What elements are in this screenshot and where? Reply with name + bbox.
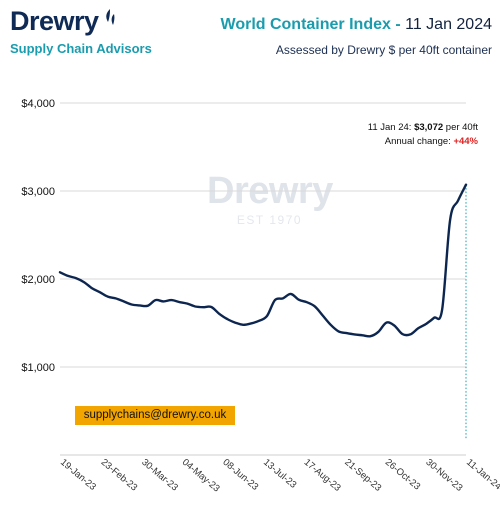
y-tick-label: $3,000 (21, 186, 55, 198)
x-tick-label: 13-Jul-23 (261, 457, 298, 491)
y-tick-label: $1,000 (21, 362, 55, 374)
chart-title: World Container Index - 11 Jan 2024 (221, 16, 493, 34)
annotation-date: 11 Jan 24: (367, 122, 415, 133)
y-tick-label: $4,000 (21, 98, 55, 110)
title-bold: World Container Index - (220, 16, 401, 33)
chart-subtitle: Assessed by Drewry $ per 40ft container (275, 43, 492, 57)
logo-text: Drewry (10, 6, 99, 36)
contact-email-badge[interactable]: supplychains@drewry.co.uk (75, 406, 235, 425)
watermark-sub: EST 1970 (236, 213, 303, 227)
annotation-change-label: Annual change: (384, 136, 454, 147)
x-tick-label: 21-Sep-23 (342, 457, 383, 494)
x-tick-label: 30-Mar-23 (139, 457, 180, 494)
drewry-logo: Drewry (10, 6, 152, 37)
brand-block: Drewry Supply Chain Advisors (10, 6, 152, 56)
y-tick-label: $2,000 (21, 274, 55, 286)
latest-value-annotation: 11 Jan 24: $3,072 per 40ft Annual change… (368, 121, 478, 149)
x-tick-label: 30-Nov-23 (423, 457, 464, 494)
x-tick-label: 08-Jun-23 (220, 457, 260, 493)
annotation-change-value: +44% (453, 136, 478, 147)
x-tick-label: 04-May-23 (180, 457, 222, 495)
x-tick-label: 17-Aug-23 (302, 457, 343, 494)
x-tick-label: 23-Feb-23 (99, 457, 140, 494)
x-tick-label: 19-Jan-23 (58, 457, 98, 493)
chart-header: World Container Index - 11 Jan 2024 Asse… (221, 16, 493, 57)
x-tick-label: 11-Jan-24 (464, 457, 500, 492)
annotation-line-1: 11 Jan 24: $3,072 per 40ft (368, 121, 478, 135)
annotation-line-2: Annual change: +44% (368, 135, 478, 149)
x-tick-label: 26-Oct-23 (383, 457, 422, 493)
series-line-wci (58, 183, 468, 338)
flame-swoosh-icon (105, 9, 114, 25)
annotation-value: $3,072 (414, 122, 444, 133)
annotation-unit: per 40ft (443, 122, 478, 133)
tagline: Supply Chain Advisors (10, 41, 152, 56)
title-date: 11 Jan 2024 (405, 16, 492, 33)
